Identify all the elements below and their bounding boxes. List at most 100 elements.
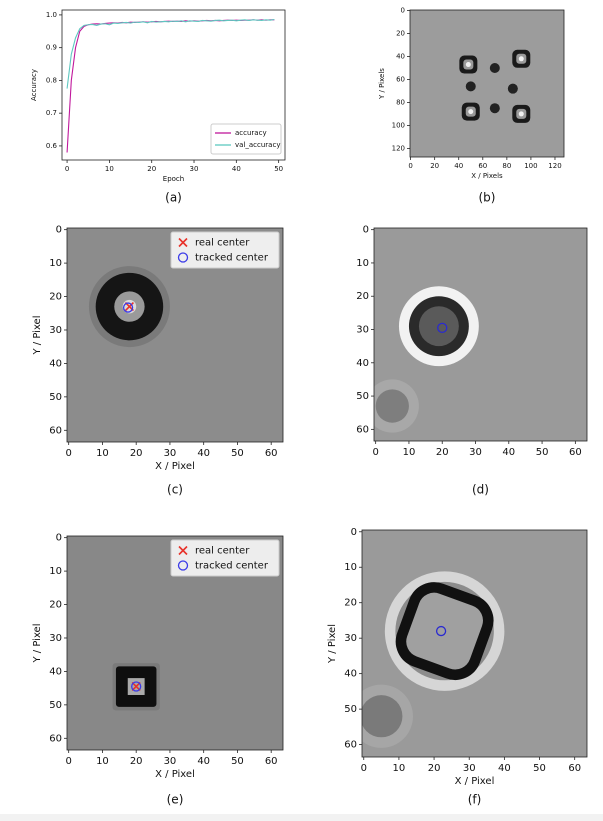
image-feature	[489, 62, 500, 73]
y-tick-label: 40	[49, 666, 62, 677]
y-tick-label: 0	[56, 533, 62, 544]
x-axis-label: X / Pixel	[155, 769, 195, 780]
y-tick-label: 40	[344, 669, 357, 680]
x-tick-label: 50	[536, 447, 549, 458]
legend-label: accuracy	[235, 129, 267, 137]
y-tick-label: 10	[49, 258, 62, 269]
axes-frame	[66, 535, 284, 751]
legend-box	[170, 231, 280, 269]
y-tick-label: 0	[351, 527, 357, 538]
y-tick-label: 0.8	[46, 76, 57, 84]
y-axis-label: Y / Pixel	[32, 624, 43, 664]
x-axis-label: X / Pixels	[471, 172, 503, 180]
x-tick-label: 60	[265, 756, 278, 767]
axes-frame	[66, 227, 284, 443]
image-feature	[489, 103, 500, 114]
x-tick-label: 0	[361, 763, 367, 774]
y-tick-label: 1.0	[46, 11, 57, 19]
legend-label: real center	[195, 546, 250, 557]
legend-label: tracked center	[195, 561, 269, 572]
x-tick-label: 120	[548, 162, 561, 170]
x-tick-label: 10	[96, 448, 109, 459]
x-tick-label: 60	[569, 447, 582, 458]
image-feature	[465, 62, 471, 68]
x-tick-label: 40	[197, 448, 210, 459]
caption: (e)	[167, 793, 184, 807]
legend-marker-stroke	[178, 545, 188, 556]
y-axis-label: Y / Pixel	[327, 624, 338, 664]
image-feature	[507, 83, 518, 94]
y-tick-label: 10	[344, 562, 357, 573]
x-axis-label: Epoch	[163, 175, 184, 183]
x-tick-label: 10	[393, 763, 406, 774]
y-tick-label: 30	[49, 633, 62, 644]
x-tick-label: 100	[524, 162, 537, 170]
legend-label: tracked center	[195, 253, 269, 264]
x-tick-label: 30	[164, 448, 177, 459]
line-series	[66, 18, 275, 89]
x-tick-label: 0	[372, 447, 378, 458]
x-tick-label: 60	[568, 763, 581, 774]
y-tick-label: 0	[363, 225, 369, 236]
y-axis-label: Y / Pixels	[378, 68, 386, 100]
x-tick-label: 10	[96, 756, 109, 767]
x-tick-label: 0	[66, 756, 72, 767]
x-tick-label: 50	[274, 165, 283, 173]
x-tick-label: 30	[469, 447, 482, 458]
center-marker	[131, 681, 142, 692]
legend-marker	[178, 545, 188, 556]
y-tick-label: 20	[49, 292, 62, 303]
y-tick-label: 20	[49, 600, 62, 611]
caption: (c)	[167, 483, 183, 497]
image-feature	[375, 389, 409, 423]
image-feature	[362, 695, 403, 738]
x-tick-label: 30	[190, 165, 199, 173]
plot-area	[362, 530, 587, 757]
y-tick-label: 0.6	[46, 142, 58, 150]
x-tick-label: 20	[436, 447, 449, 458]
axes-frame	[61, 9, 286, 161]
y-tick-label: 60	[344, 740, 357, 751]
caption: (a)	[165, 191, 182, 205]
caption: (f)	[468, 793, 482, 807]
x-tick-label: 10	[105, 165, 114, 173]
y-tick-label: 120	[392, 144, 405, 152]
y-tick-label: 20	[356, 291, 369, 302]
y-tick-label: 60	[49, 733, 62, 744]
legend-label: real center	[195, 238, 250, 249]
y-tick-label: 60	[356, 424, 369, 435]
image-feature	[518, 111, 524, 117]
y-tick-label: 100	[392, 121, 405, 129]
y-tick-label: 60	[49, 425, 62, 436]
y-tick-label: 50	[356, 391, 369, 402]
x-tick-label: 60	[265, 448, 278, 459]
x-axis-label: X / Pixel	[155, 461, 195, 472]
center-marker	[131, 681, 141, 692]
y-tick-label: 40	[49, 358, 62, 369]
image-feature	[518, 56, 524, 62]
axes-frame	[409, 9, 565, 158]
y-tick-label: 50	[49, 700, 62, 711]
y-tick-label: 40	[396, 53, 405, 61]
x-tick-label: 50	[533, 763, 546, 774]
y-tick-label: 60	[396, 75, 405, 83]
y-tick-label: 10	[356, 258, 369, 269]
y-tick-label: 10	[49, 566, 62, 577]
x-tick-label: 50	[231, 756, 244, 767]
x-tick-label: 10	[403, 447, 416, 458]
center-marker	[437, 322, 448, 333]
x-tick-label: 0	[65, 165, 69, 173]
x-tick-label: 0	[66, 448, 72, 459]
x-tick-label: 20	[130, 448, 143, 459]
y-axis-label: Accuracy	[30, 69, 38, 101]
y-tick-label: 50	[49, 392, 62, 403]
image-feature	[465, 81, 476, 92]
y-tick-label: 30	[356, 325, 369, 336]
y-tick-label: 30	[49, 325, 62, 336]
legend-label: val_accuracy	[235, 141, 280, 149]
y-tick-label: 0.9	[46, 44, 57, 52]
x-tick-label: 60	[478, 162, 487, 170]
caption: (d)	[472, 483, 489, 497]
image-feature	[468, 109, 474, 115]
